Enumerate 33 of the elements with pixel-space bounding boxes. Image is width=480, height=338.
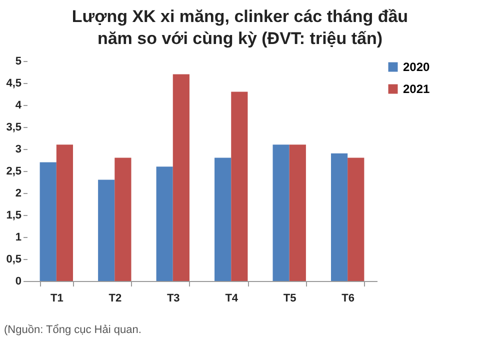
y-tick-label: 1,5 — [6, 210, 22, 222]
bar — [272, 144, 290, 281]
bar — [231, 92, 248, 281]
text: (Nguồn: Tổng cục Hải quan. — [4, 324, 142, 336]
x-tick-label: T6 — [342, 292, 355, 304]
y-tick-label: 4,5 — [6, 78, 22, 90]
bar — [214, 158, 232, 281]
legend-label: 2021 — [403, 82, 430, 96]
x-tick-label: T4 — [225, 292, 239, 304]
y-tick-label: 0 — [15, 276, 22, 288]
bar — [156, 166, 173, 281]
x-tick-label: T1 — [50, 292, 64, 304]
bar — [98, 180, 115, 281]
bar — [172, 74, 190, 281]
chart-title: Lượng XK xi măng, clinker các tháng đầu năm so với cùng kỳ (ĐVT: triệu tấn) — [70, 6, 410, 50]
y-tick-label: 4 — [15, 100, 22, 112]
y-tick-label: 2 — [15, 188, 22, 200]
bar — [56, 144, 74, 281]
y-tick-label: 3,5 — [6, 122, 22, 134]
y-tick-label: 0,5 — [6, 254, 22, 266]
y-tick-label: 1 — [15, 232, 22, 244]
y-tick-label: 2,5 — [6, 166, 22, 178]
x-tick-label: T5 — [283, 292, 296, 304]
bar — [289, 144, 306, 281]
bar — [114, 158, 132, 281]
legend-label: 2020 — [403, 60, 430, 74]
y-tick-label: 5 — [15, 56, 22, 68]
y-tick-label: 3 — [15, 144, 22, 156]
x-tick-label: T2 — [108, 292, 122, 304]
bar — [330, 153, 348, 281]
x-tick-label: T3 — [166, 292, 180, 304]
bar — [40, 162, 56, 281]
bar — [348, 158, 364, 281]
